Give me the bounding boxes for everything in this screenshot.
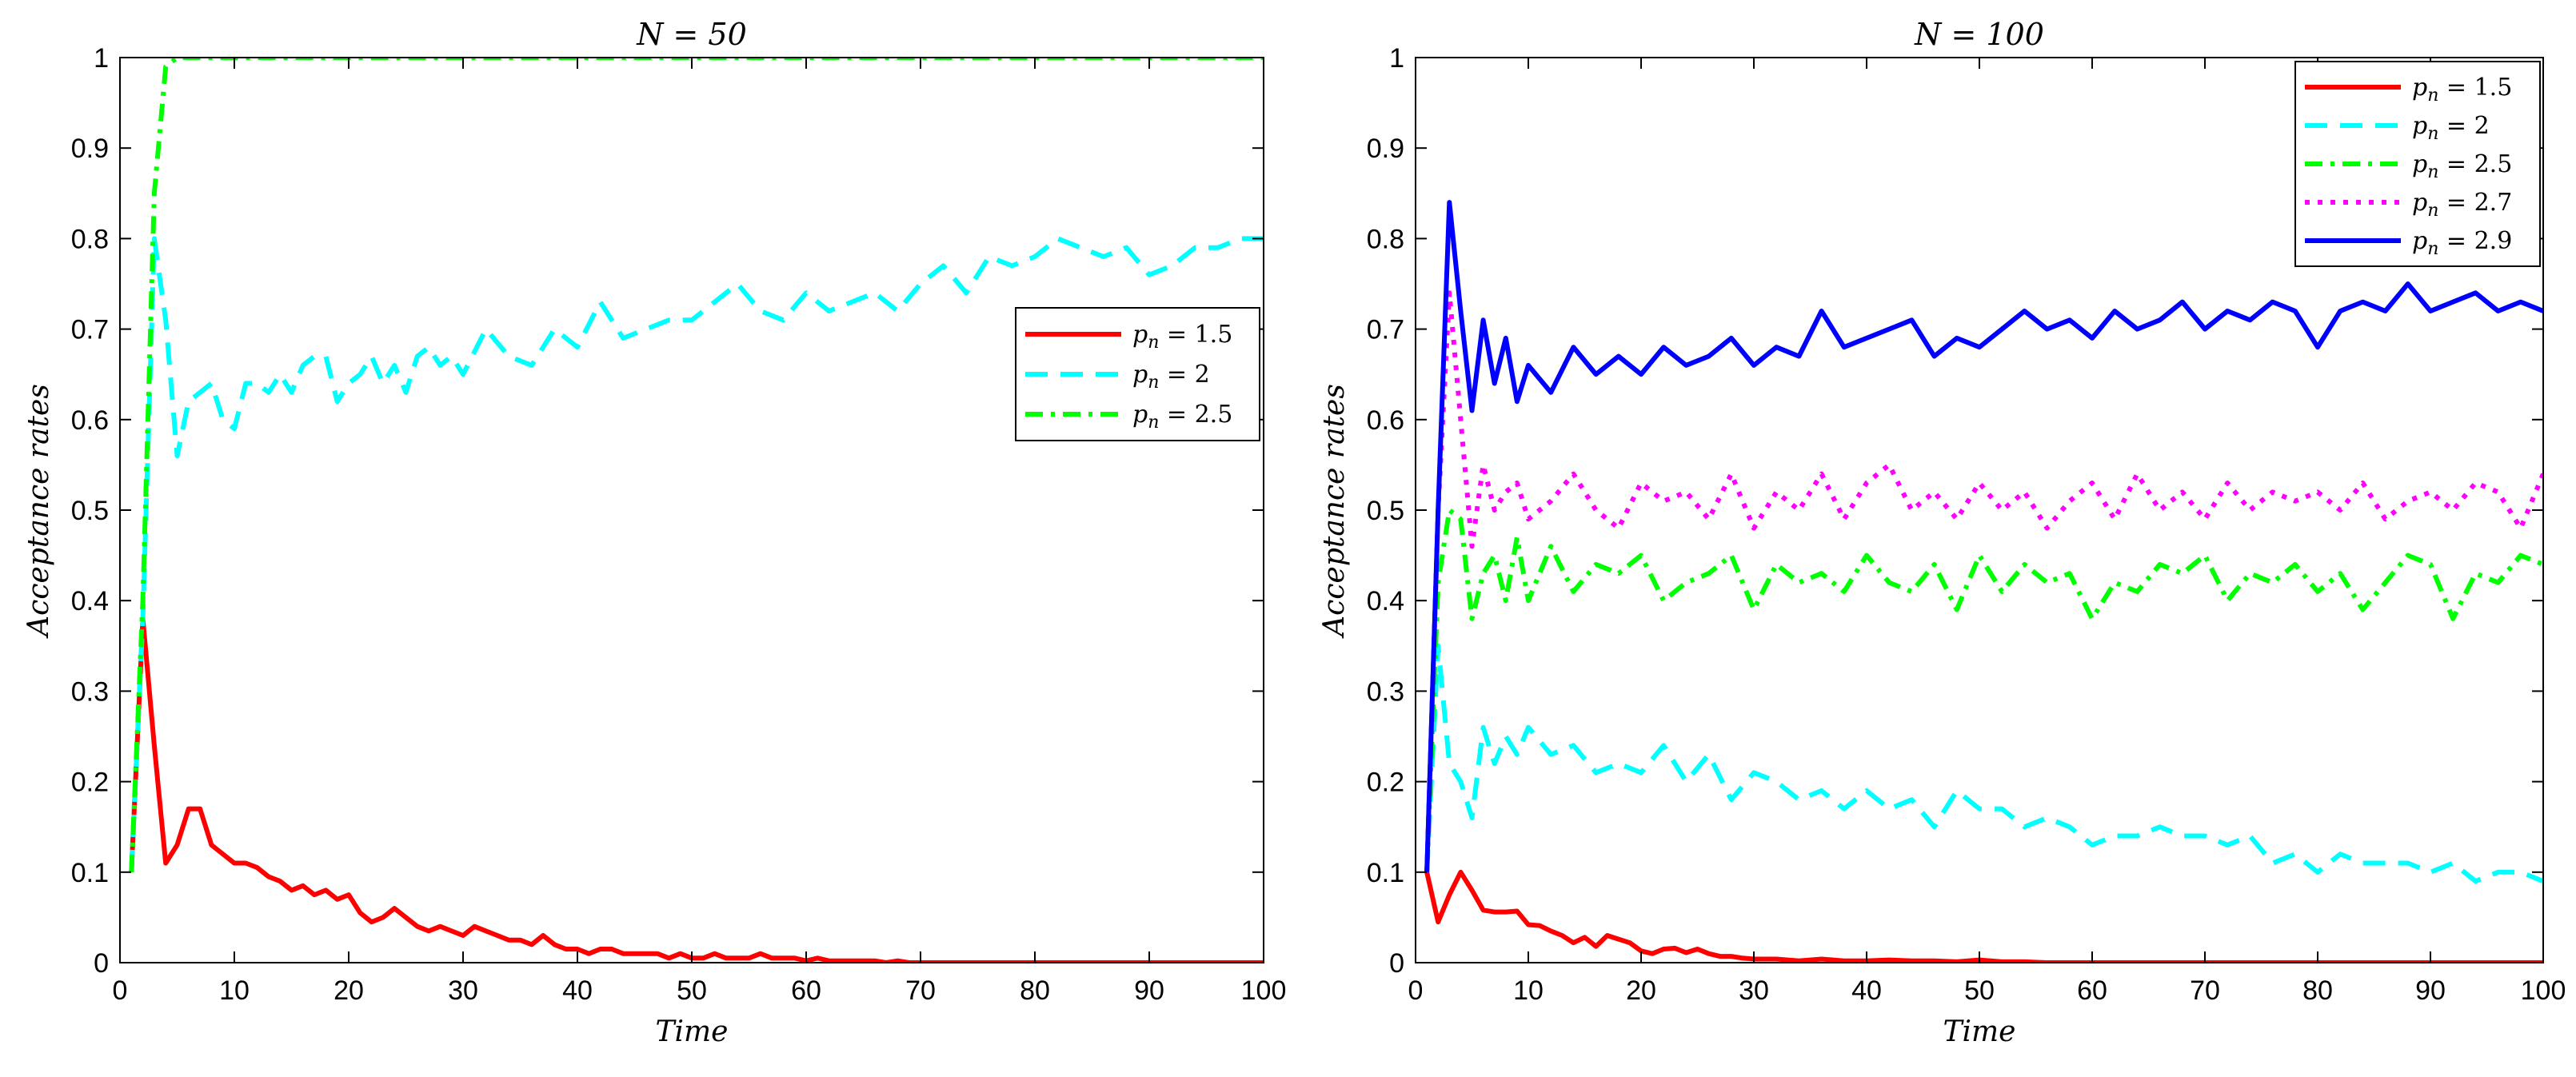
y-tick-label: 0.5 <box>1367 496 1404 526</box>
x-tick-label: 50 <box>677 975 707 1006</box>
series-line-1 <box>129 616 1264 963</box>
series-line-1 <box>1424 869 2543 963</box>
x-tick-label: 0 <box>1408 975 1424 1006</box>
legend-label: pn = 1.5 <box>2412 74 2512 106</box>
x-tick-label: 70 <box>905 975 936 1006</box>
x-tick-label: 10 <box>219 975 250 1006</box>
chart-title: N = 100 <box>1914 17 2044 52</box>
legend-label: pn = 2.7 <box>2412 189 2512 221</box>
y-tick-label: 0.7 <box>1367 315 1404 345</box>
legend-label: pn = 2 <box>1132 361 1210 393</box>
legend: pn = 1.5 pn = 2 pn = 2.5 <box>1015 307 1260 441</box>
y-axis-label: Acceptance rates <box>22 384 55 639</box>
y-tick-label: 0.9 <box>1367 134 1404 164</box>
y-tick-label: 0.6 <box>71 405 109 436</box>
y-tick-label: 0.1 <box>1367 858 1404 888</box>
y-tick-label: 0.8 <box>1367 224 1404 254</box>
x-tick-label: 60 <box>2077 975 2107 1006</box>
y-tick-label: 0.2 <box>1367 768 1404 798</box>
legend-label: pn = 2.9 <box>2412 227 2512 259</box>
x-tick-label: 20 <box>1626 975 1656 1006</box>
y-tick-label: 1 <box>94 43 109 74</box>
x-tick-label: 100 <box>1241 975 1287 1006</box>
x-tick-label: 30 <box>448 975 478 1006</box>
x-tick-label: 70 <box>2190 975 2220 1006</box>
x-axis-label: Time <box>656 1015 729 1048</box>
legend-box <box>2294 61 2541 267</box>
series-line-3 <box>129 58 1264 872</box>
y-tick-label: 0.3 <box>1367 676 1404 707</box>
x-tick-label: 80 <box>1020 975 1050 1006</box>
y-tick-label: 0.5 <box>71 496 109 526</box>
legend: pn = 1.5 pn = 2 pn = 2.5 pn = 2.7 pn = 2.9 <box>2294 61 2541 267</box>
y-axis-label: Acceptance rates <box>1318 384 1351 639</box>
y-tick-label: 1 <box>1389 43 1404 74</box>
legend-label: pn = 1.5 <box>1132 321 1232 353</box>
y-tick-label: 0.6 <box>1367 405 1404 436</box>
y-tick-label: 0.9 <box>71 134 109 164</box>
y-tick-label: 0.3 <box>71 676 109 707</box>
plot-area <box>120 58 1264 963</box>
x-tick-label: 50 <box>1964 975 1995 1006</box>
x-tick-label: 100 <box>2521 975 2566 1006</box>
x-tick-label: 30 <box>1739 975 1769 1006</box>
x-tick-label: 80 <box>2302 975 2333 1006</box>
x-axis-label: Time <box>1943 1015 2016 1048</box>
x-tick-label: 40 <box>1851 975 1882 1006</box>
x-tick-label: 60 <box>791 975 821 1006</box>
y-tick-label: 0 <box>94 948 109 979</box>
y-tick-label: 0 <box>1389 948 1404 979</box>
series-line-4 <box>1424 290 2543 872</box>
series-line-2 <box>1424 643 2543 884</box>
chart-panel-1: 0 10 20 30 40 50 60 70 80 90 100 0 0.1 0.2 0.3 0.4 0.5 0.… <box>22 17 1286 1048</box>
y-tick-label: 0.7 <box>71 315 109 345</box>
x-tick-label: 90 <box>2415 975 2446 1006</box>
x-tick-label: 40 <box>562 975 593 1006</box>
legend-box <box>1015 307 1260 441</box>
legend-label: pn = 2.5 <box>2412 150 2512 182</box>
series-line-2 <box>129 236 1264 872</box>
chart-panel-2: 0 10 20 30 40 50 60 70 80 90 100 0 0.1 0.2 0.3 0.4 0.5 0.… <box>1318 17 2566 1048</box>
x-tick-label: 0 <box>113 975 128 1006</box>
y-tick-label: 0.4 <box>1367 586 1404 616</box>
x-tick-label: 10 <box>1513 975 1544 1006</box>
y-tick-label: 0.8 <box>71 224 109 254</box>
y-tick-label: 0.2 <box>71 768 109 798</box>
legend-label: pn = 2 <box>2412 112 2490 144</box>
chart-title: N = 50 <box>636 17 747 52</box>
x-tick-label: 90 <box>1134 975 1164 1006</box>
series-line-3 <box>1424 508 2543 872</box>
y-tick-label: 0.1 <box>71 858 109 888</box>
x-tick-label: 20 <box>333 975 364 1006</box>
y-tick-label: 0.4 <box>71 586 109 616</box>
series-line-5 <box>1424 200 2543 872</box>
legend-label: pn = 2.5 <box>1132 401 1232 433</box>
